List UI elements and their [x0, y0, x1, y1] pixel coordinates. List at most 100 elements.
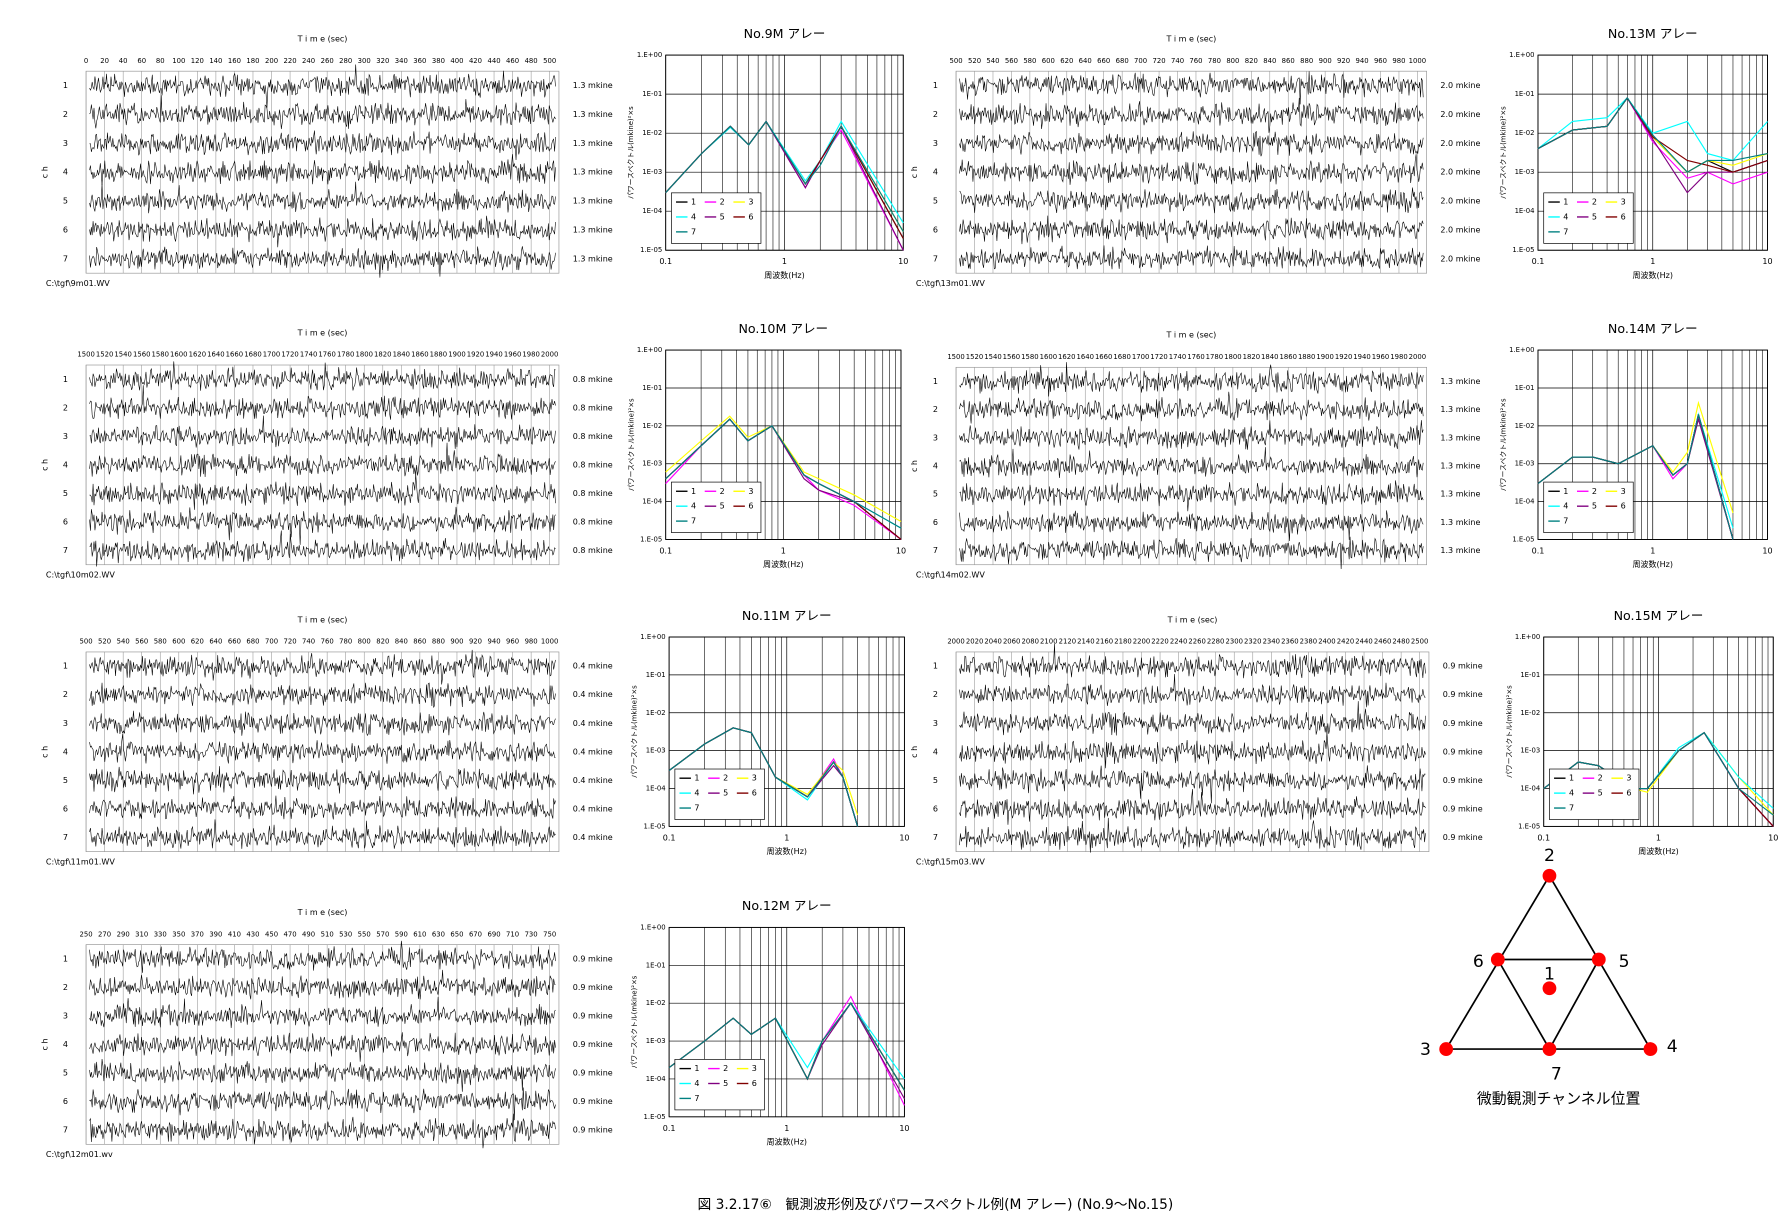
legend-label: 3 [1626, 774, 1631, 783]
x-tick-label: 780 [1208, 57, 1221, 65]
x-tick-label: 1900 [1316, 353, 1334, 361]
legend-label: 2 [720, 198, 725, 207]
legend-label: 2 [1598, 774, 1603, 783]
x-tick-label: 490 [302, 930, 315, 938]
x-tick-label: 680 [246, 638, 259, 646]
waveform-trace [89, 506, 556, 545]
scale-label: 2.0 mkine [1440, 110, 1480, 119]
x-tick-label: 300 [358, 57, 371, 65]
legend-label: 6 [752, 1079, 757, 1088]
scale-label: 2.0 mkine [1440, 81, 1480, 90]
plot-frame [85, 944, 560, 1145]
y-tick-label: 1E-03 [642, 460, 662, 468]
legend-box [671, 192, 762, 244]
x-tick-label: 1640 [207, 351, 225, 359]
legend-label: 5 [1592, 502, 1597, 511]
channel-label: 4 [63, 1040, 68, 1049]
x-tick-label: 1780 [1206, 353, 1224, 361]
legend-label: 7 [694, 1094, 699, 1103]
x-tick-label: 840 [1263, 57, 1276, 65]
x-tick-label: 1800 [1224, 353, 1242, 361]
x-tick-label: 0.1 [1532, 257, 1545, 266]
x-tick-label: 720 [1152, 57, 1165, 65]
x-tick-label: 470 [284, 930, 297, 938]
waveform-trace [89, 710, 556, 737]
legend-box [674, 1059, 765, 1111]
axis-title: T i m e (sec) [297, 908, 348, 917]
x-tick-label: 1760 [318, 351, 336, 359]
x-tick-label: 820 [1245, 57, 1258, 65]
x-tick-label: 1860 [1279, 353, 1297, 361]
legend-label: 3 [748, 198, 753, 207]
y-axis-label: パワースペクトル(mkine)²×s [627, 398, 635, 491]
x-tick-label: 1 [1650, 257, 1655, 266]
scale-label: 0.9 mkine [1443, 662, 1483, 671]
y-tick-label: 1.E+00 [640, 633, 665, 641]
x-tick-label: 180 [246, 57, 259, 65]
x-tick-label: 690 [487, 930, 500, 938]
spectrum-line [665, 418, 902, 529]
x-tick-label: 450 [265, 930, 278, 938]
node [1439, 1042, 1454, 1056]
x-tick-label: 1 [781, 546, 786, 555]
y-tick-label: 1E-04 [1515, 498, 1535, 506]
x-tick-label: 0.1 [1537, 833, 1550, 842]
y-tick-label: 1E-04 [1520, 785, 1540, 793]
channel-label: 3 [63, 432, 68, 441]
y-tick-label: 1.E-05 [644, 822, 666, 830]
x-tick-label: 260 [321, 57, 334, 65]
x-tick-label: 120 [191, 57, 204, 65]
x-tick-label: 10 [899, 833, 909, 842]
y-tick-label: 1E-04 [642, 498, 662, 506]
x-tick-label: 640 [209, 638, 222, 646]
channel-label: 1 [933, 662, 938, 671]
waveform-trace [89, 1059, 556, 1092]
y-tick-label: 1E-02 [1520, 709, 1540, 717]
waveform-trace [959, 154, 1424, 186]
y-tick-label: 1E-04 [646, 785, 666, 793]
legend-label: 5 [723, 1079, 728, 1088]
scale-label: 1.3 mkine [573, 254, 613, 263]
x-tick-label: 560 [135, 638, 148, 646]
y-axis-label: c h [910, 746, 919, 758]
channel-label: 4 [63, 460, 68, 469]
y-tick-label: 1.E-05 [1512, 246, 1534, 254]
file-name: C:\tgf\9m01.WV [46, 279, 110, 288]
waveform-trace [959, 71, 1424, 105]
plot-frame [955, 366, 1427, 566]
waveform-trace [89, 1087, 556, 1121]
x-tick-label: 750 [543, 930, 556, 938]
diagram-nodes [1439, 868, 1658, 1056]
waveform-trace [959, 643, 1426, 679]
x-tick-label: 2000 [947, 638, 965, 646]
waveform-trace [89, 474, 556, 510]
y-tick-label: 1E-01 [1515, 384, 1535, 392]
channel-label: 4 [933, 462, 938, 471]
legend-box [1543, 481, 1634, 533]
y-tick-label: 1E-02 [642, 129, 662, 137]
x-tick-label: 2480 [1392, 638, 1410, 646]
channel-label: 7 [933, 254, 938, 263]
x-tick-label: 980 [1392, 57, 1405, 65]
legend-label: 6 [1626, 789, 1631, 798]
channel-label: 3 [933, 139, 938, 148]
legend-label: 6 [1621, 212, 1626, 221]
scale-label: 1.3 mkine [573, 197, 613, 206]
x-tick-label: 780 [339, 638, 352, 646]
x-tick-label: 660 [228, 638, 241, 646]
legend-label: 4 [1569, 789, 1574, 798]
waveform-trace [89, 940, 556, 973]
x-tick-label: 2260 [1188, 638, 1206, 646]
legend-label: 6 [752, 789, 757, 798]
legend-label: 7 [1569, 804, 1574, 813]
y-tick-label: 1.E+00 [637, 51, 662, 59]
node [1542, 981, 1557, 996]
legend-label: 4 [1563, 502, 1568, 511]
x-tick-label: 1840 [1261, 353, 1279, 361]
x-tick-label: 0.1 [659, 546, 672, 555]
waveform-trace [89, 766, 556, 795]
x-tick-label: 220 [284, 57, 297, 65]
channel-label: 5 [933, 776, 938, 785]
x-tick-label: 960 [1374, 57, 1387, 65]
scale-label: 0.9 mkine [573, 1097, 613, 1106]
